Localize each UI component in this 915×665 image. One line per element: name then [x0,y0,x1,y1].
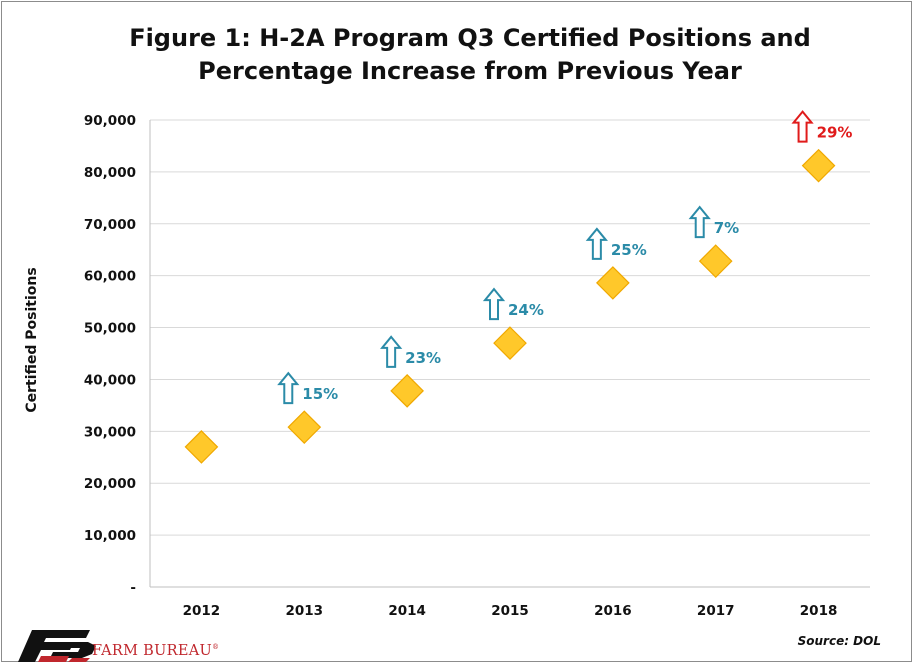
increase-annotation: 24% [482,287,544,321]
brand-name: FARM BUREAU [92,643,213,659]
x-tick-labels: 2012 2013 2014 2015 2016 2017 2018 [183,603,838,619]
data-point [287,410,322,445]
data-point [493,326,527,360]
brand-registered-mark: ® [212,643,220,652]
fb-logo-mark-icon [18,630,96,662]
y-tick-label: - [130,580,136,596]
data-point [390,374,424,408]
y-tick-label: 40,000 [84,372,136,388]
data-point [184,430,219,464]
percent-label: 15% [302,385,338,403]
y-tick-label: 70,000 [84,217,136,233]
gridlines [150,119,870,536]
up-arrow-icon [585,227,608,260]
x-tick-label: 2016 [594,603,632,619]
percent-label: 7% [714,219,739,237]
axes [149,120,870,588]
percent-label: 24% [508,301,544,319]
x-tick-label: 2014 [388,603,426,619]
y-tick-label: 90,000 [84,113,136,129]
y-tick-label: 80,000 [84,165,136,181]
x-tick-label: 2013 [285,603,323,619]
source-note: Source: DOL [797,634,881,648]
x-tick-label: 2012 [183,603,221,619]
data-points [184,148,836,464]
up-arrow-icon [380,335,403,368]
y-tick-labels: - 10,000 20,000 30,000 40,000 50,000 60,000 70,… [84,113,136,596]
percent-label: 29% [817,124,853,142]
x-tick-label: 2017 [697,603,735,619]
increase-annotation: 29% [791,110,853,143]
chart-title-line-1: Figure 1: H-2A Program Q3 Certified Posi… [129,24,811,52]
x-tick-label: 2018 [800,603,838,619]
increase-annotation: 7% [688,205,739,239]
chart-title-line-2: Percentage Increase from Previous Year [198,57,742,85]
y-axis-label: Certified Positions [24,267,40,412]
farm-bureau-logo [18,630,96,662]
x-tick-label: 2015 [491,603,529,619]
up-arrow-icon [277,371,300,405]
percent-label: 23% [405,349,441,367]
up-arrow-icon [688,205,711,239]
y-tick-label: 20,000 [84,476,136,492]
up-arrow-icon [791,110,814,143]
data-point [698,244,733,278]
increase-annotation: 15% [277,371,338,405]
up-arrow-icon [482,287,506,321]
increase-annotation: 25% [585,227,647,260]
y-tick-label: 30,000 [84,424,136,440]
y-tick-label: 60,000 [84,269,136,285]
increase-annotations: 15% 23% 24% 25% 7% 29% [277,110,853,405]
farm-bureau-wordmark: FARM BUREAU® [92,643,219,659]
percent-label: 25% [611,241,647,259]
data-point [801,148,836,183]
increase-annotation: 23% [380,335,441,368]
data-point [596,266,630,300]
y-tick-label: 10,000 [84,528,136,544]
y-tick-label: 50,000 [84,321,136,337]
chart-title: Figure 1: H-2A Program Q3 Certified Posi… [110,22,830,88]
